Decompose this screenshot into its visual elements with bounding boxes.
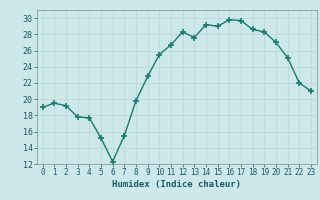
X-axis label: Humidex (Indice chaleur): Humidex (Indice chaleur)	[112, 180, 241, 189]
